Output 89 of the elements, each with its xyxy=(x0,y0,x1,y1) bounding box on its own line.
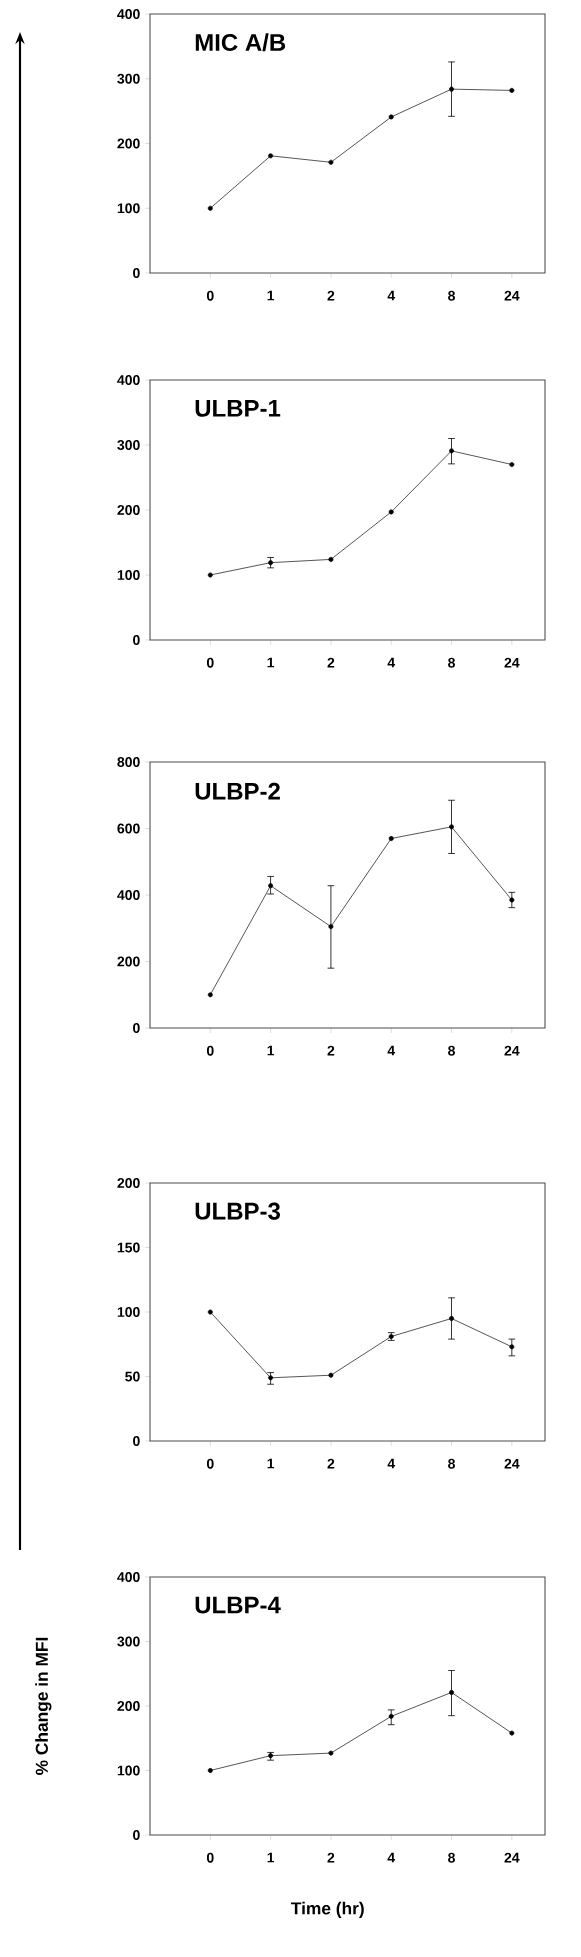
y-axis-title: % Change in MFI xyxy=(35,1637,52,1775)
x-tick-label: 24 xyxy=(504,1852,520,1863)
x-tick-label: 8 xyxy=(448,1852,455,1863)
point xyxy=(388,836,394,841)
x-tick-label: 2 xyxy=(327,1045,335,1056)
point xyxy=(388,1713,394,1719)
x-tick-label: 4 xyxy=(387,290,396,301)
y-tick-label: 400 xyxy=(117,375,140,385)
y-tick-label: 0 xyxy=(133,1023,140,1033)
y-tick-label: 0 xyxy=(133,635,140,645)
point xyxy=(509,1730,515,1736)
y-tick-label: 400 xyxy=(117,9,140,19)
point xyxy=(207,992,213,998)
point xyxy=(449,824,454,830)
point xyxy=(509,1344,515,1350)
x-tick-label: 0 xyxy=(206,1045,214,1056)
y-tick-label: 300 xyxy=(117,1636,140,1647)
x-tick-label: 1 xyxy=(267,1045,275,1056)
y-tick-label: 100 xyxy=(117,203,140,214)
point xyxy=(388,114,394,120)
y-tick-label: 600 xyxy=(117,823,140,834)
x-tick-label: 24 xyxy=(504,290,520,301)
x-tick-label: 8 xyxy=(448,1458,455,1469)
x-tick-label: 24 xyxy=(504,1458,520,1469)
y-tick-label: 100 xyxy=(117,1307,140,1317)
text: ULBP-2 xyxy=(195,782,280,800)
x-tick-label: 4 xyxy=(387,657,396,668)
point xyxy=(449,86,454,92)
x-tick-label: 2 xyxy=(327,657,335,668)
y-tick-label: 200 xyxy=(117,138,140,149)
y-tick-label: 100 xyxy=(117,1765,140,1776)
x-tick-label: 4 xyxy=(387,1458,396,1469)
y-tick-label: 100 xyxy=(117,570,140,580)
point xyxy=(328,1372,334,1378)
point xyxy=(509,897,515,903)
x-tick-label: 4 xyxy=(387,1045,396,1056)
point xyxy=(449,1315,454,1321)
y-tick-label: 300 xyxy=(117,440,140,450)
y-tick-label: 0 xyxy=(133,268,140,278)
y-tick-label: 300 xyxy=(117,73,140,84)
x-tick-label: 1 xyxy=(267,1852,275,1863)
text: MIC A/B xyxy=(195,33,286,52)
point xyxy=(207,1309,213,1315)
point xyxy=(268,1375,274,1381)
x-tick-label: 0 xyxy=(206,1852,214,1863)
x-tick-label: 4 xyxy=(387,1852,396,1863)
y-tick-label: 150 xyxy=(117,1242,140,1253)
x-tick-label: 0 xyxy=(206,290,214,301)
x-tick-label: 2 xyxy=(327,1852,335,1863)
text: ULBP-3 xyxy=(195,1202,281,1220)
x-tick-label: 1 xyxy=(267,290,275,301)
x-tick-label: 24 xyxy=(504,657,520,668)
text: ULBP-4 xyxy=(195,1596,281,1614)
y-tick-label: 200 xyxy=(117,1701,140,1711)
y-tick-label: 800 xyxy=(117,757,140,767)
y-tick-label: 200 xyxy=(117,956,140,967)
point xyxy=(328,924,334,930)
y-tick-label: 400 xyxy=(117,890,140,900)
y-tick-label: 400 xyxy=(117,1572,140,1582)
text: ULBP-1 xyxy=(195,400,281,417)
y-tick-label: 200 xyxy=(117,505,140,515)
point xyxy=(207,1768,213,1773)
x-tick-label: 2 xyxy=(327,290,335,301)
point xyxy=(328,159,334,165)
point xyxy=(449,448,454,454)
y-tick-label: 200 xyxy=(117,1178,140,1188)
x-tick-label: 8 xyxy=(448,290,455,301)
point xyxy=(268,883,274,889)
point xyxy=(509,462,515,467)
y-tick-label: 50 xyxy=(125,1371,140,1382)
point xyxy=(328,556,334,562)
point xyxy=(449,1689,454,1695)
point xyxy=(207,205,213,211)
x-tick-label: 1 xyxy=(267,1458,275,1469)
x-tick-label: 1 xyxy=(267,657,275,668)
x-tick-label: 2 xyxy=(327,1458,335,1469)
y-tick-label: 0 xyxy=(133,1436,140,1446)
x-tick-label: 0 xyxy=(206,657,214,668)
x-tick-label: 24 xyxy=(504,1045,520,1056)
x-tick-label: 8 xyxy=(448,1045,455,1056)
point xyxy=(268,153,274,159)
point xyxy=(207,572,213,578)
x-axis-title: Time (hr) xyxy=(291,1901,364,1918)
point xyxy=(328,1750,334,1756)
x-tick-label: 8 xyxy=(448,657,455,668)
x-tick-label: 0 xyxy=(206,1458,214,1469)
point xyxy=(388,509,394,515)
point xyxy=(509,87,515,93)
y-tick-label: 0 xyxy=(133,1830,140,1840)
